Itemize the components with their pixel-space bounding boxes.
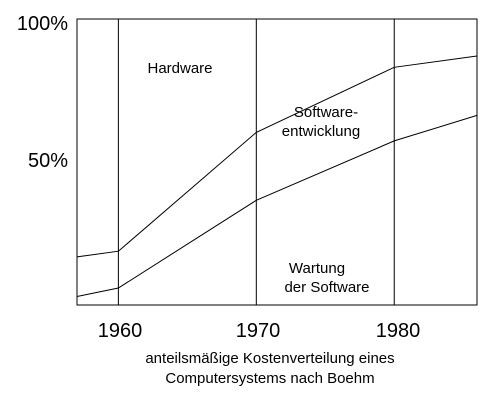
series-lines [76, 55, 478, 297]
y-tick-50: 50% [28, 150, 68, 172]
x-axis-caption-line2: Computersystems nach Boehm [165, 370, 374, 387]
region-label-entwicklung-2: entwicklung [282, 123, 360, 140]
x-tick-1970: 1970 [236, 320, 281, 342]
series-line-1 [76, 55, 478, 258]
x-tick-1980: 1980 [376, 320, 421, 342]
x-axis-caption-line1: anteilsmäßige Kostenverteilung eines [145, 350, 394, 367]
x-tick-1960: 1960 [98, 320, 143, 342]
region-label-wartung-1: Wartung [289, 260, 345, 277]
series-line-2 [76, 114, 478, 297]
y-tick-100: 100% [17, 13, 68, 35]
region-label-wartung-2: der Software [284, 279, 369, 296]
region-label-entwicklung-1: Software- [294, 104, 358, 121]
vertical-gridlines [117, 19, 395, 305]
plot-frame [76, 18, 478, 306]
region-label-hardware: Hardware [147, 60, 212, 77]
